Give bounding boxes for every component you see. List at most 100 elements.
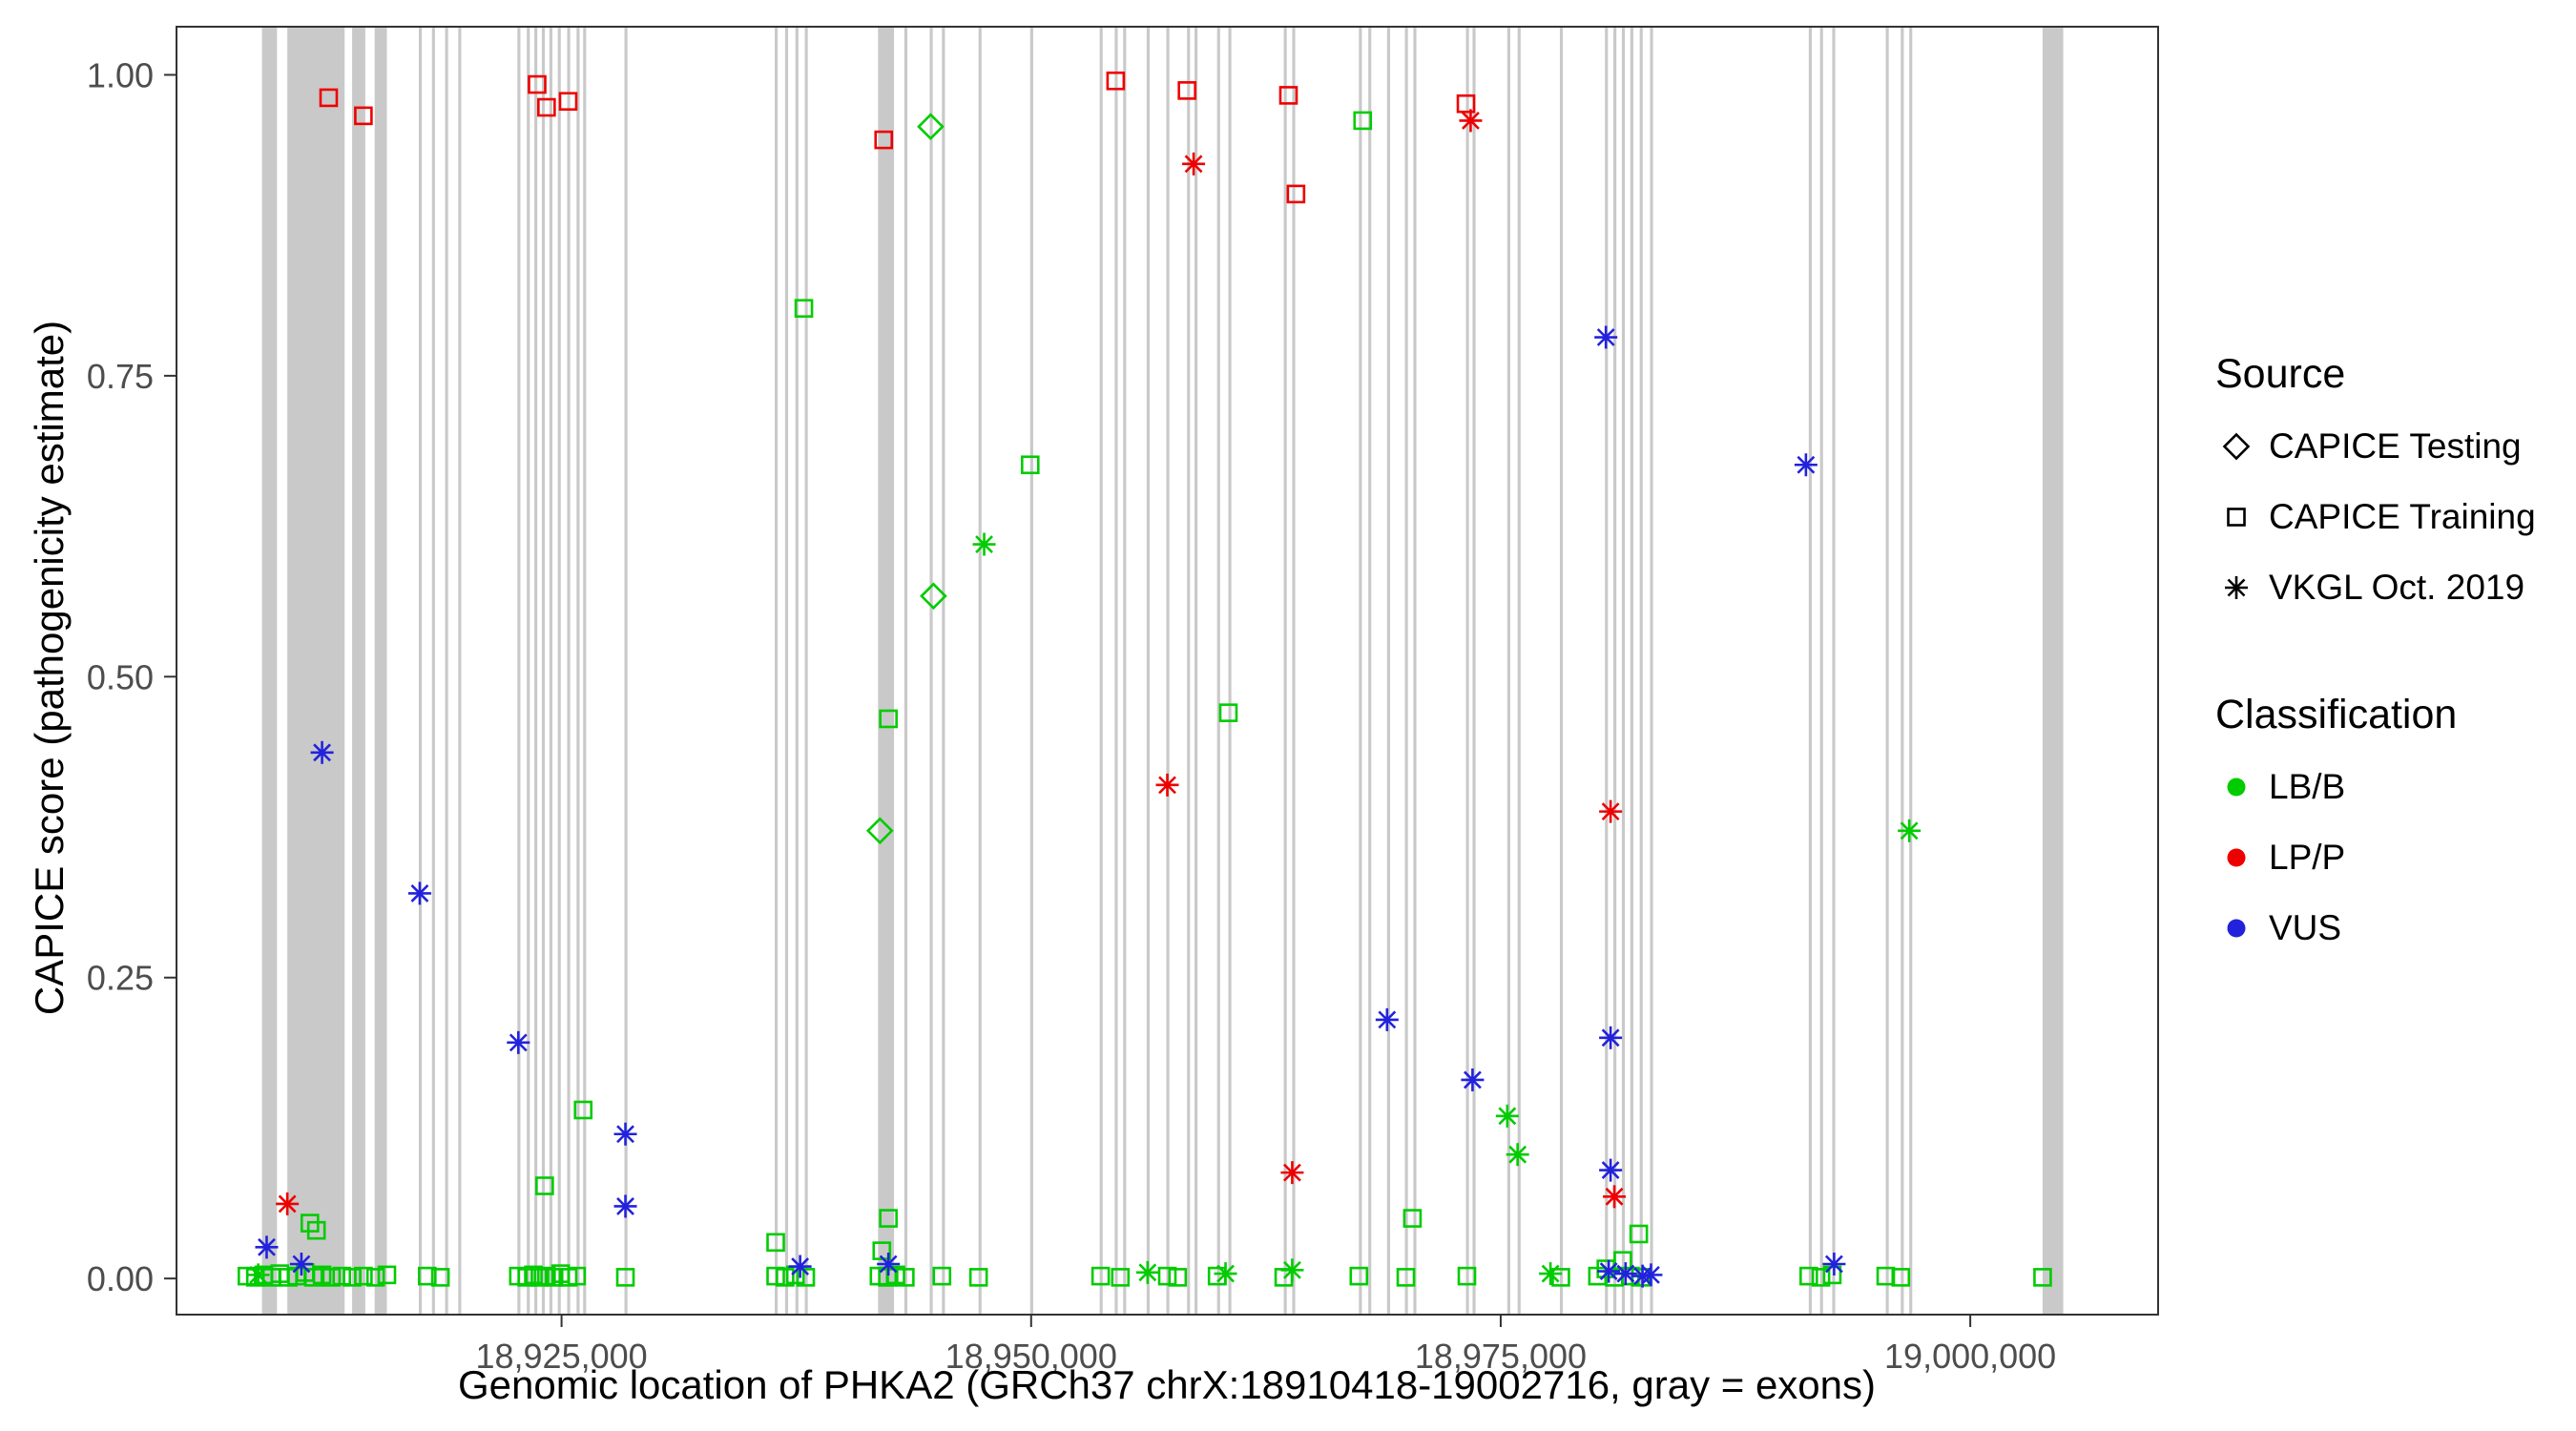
exon-bar <box>1216 27 1220 1315</box>
exon-bar <box>445 27 448 1315</box>
data-point <box>1353 111 1373 131</box>
legend-glyph <box>2227 848 2246 867</box>
legend-item-capice-testing: CAPICE Testing <box>2215 411 2536 482</box>
data-point <box>1457 1266 1477 1286</box>
data-point <box>1111 1268 1131 1287</box>
exon-bar <box>418 27 423 1315</box>
data-point <box>1539 1262 1563 1286</box>
legend-glyph <box>2225 576 2248 599</box>
exon-bar <box>1099 27 1103 1315</box>
data-point <box>1402 1209 1423 1228</box>
data-point <box>796 1268 816 1287</box>
data-point <box>354 106 373 126</box>
data-point <box>430 1268 450 1287</box>
exon-bar <box>1472 27 1476 1315</box>
data-point <box>1794 453 1818 477</box>
data-point <box>1218 703 1238 722</box>
exon-bar <box>795 27 799 1315</box>
data-point <box>573 1100 593 1120</box>
y-tick-label: 0.25 <box>87 959 154 998</box>
data-point <box>1506 1143 1529 1167</box>
data-point <box>1603 1185 1627 1209</box>
data-point <box>1168 1268 1188 1287</box>
data-point <box>255 1235 279 1259</box>
exon-bar <box>583 27 587 1315</box>
data-point <box>932 1266 952 1286</box>
data-point <box>874 130 894 150</box>
exon-bar <box>1605 27 1609 1315</box>
data-point <box>289 1253 313 1276</box>
exon-bar <box>1650 27 1653 1315</box>
asterisk-icon <box>2225 576 2248 599</box>
exon-bar <box>1228 27 1232 1315</box>
x-axis-title: Genomic location of PHKA2 (GRCh37 chrX:1… <box>457 1362 1877 1407</box>
data-point <box>896 1268 915 1287</box>
exon-bar <box>929 27 933 1315</box>
data-point <box>1349 1266 1369 1286</box>
data-point <box>613 1194 637 1218</box>
data-point <box>1599 799 1623 823</box>
exon-bar <box>527 27 530 1315</box>
exon-bar <box>549 27 552 1315</box>
legend-item-capice-training: CAPICE Training <box>2215 482 2536 552</box>
data-point <box>865 817 894 845</box>
exon-bar <box>1506 27 1510 1315</box>
data-point <box>1639 1263 1663 1287</box>
data-point <box>920 582 947 611</box>
data-point <box>1091 1266 1111 1286</box>
data-point <box>879 1209 898 1228</box>
exon-bar <box>374 27 387 1315</box>
data-point <box>766 1266 785 1286</box>
data-point <box>1106 71 1126 91</box>
data-point <box>1286 184 1306 204</box>
legend-glyph <box>2227 778 2246 797</box>
exon-bar <box>1639 27 1643 1315</box>
data-point <box>766 1233 785 1253</box>
data-point <box>558 92 578 112</box>
data-point <box>972 532 996 556</box>
exon-bar <box>1630 27 1633 1315</box>
data-point <box>1613 1262 1637 1286</box>
exon-bar <box>775 27 779 1315</box>
data-point <box>788 1255 812 1278</box>
data-point <box>312 1265 332 1285</box>
data-point <box>1495 1104 1519 1128</box>
exon-bar <box>1517 27 1521 1315</box>
exon-bar <box>261 27 278 1315</box>
exon-bar <box>1292 27 1296 1315</box>
data-point <box>613 1122 637 1146</box>
y-tick-label: 1.00 <box>87 55 154 94</box>
exon-bar <box>624 27 628 1315</box>
exon-bar <box>1283 27 1287 1315</box>
exon-bar <box>878 27 895 1315</box>
data-point <box>1280 1161 1304 1185</box>
data-point <box>1599 1158 1623 1182</box>
exon-bar <box>978 27 982 1315</box>
data-point <box>1182 152 1206 176</box>
legend-item-label: VKGL Oct. 2019 <box>2269 568 2525 607</box>
exon-bar <box>1386 27 1390 1315</box>
exon-bar <box>567 27 571 1315</box>
exon-bar <box>1885 27 1889 1315</box>
data-point <box>1278 86 1298 105</box>
exon-bar <box>576 27 580 1315</box>
red-dot-icon <box>2227 848 2246 867</box>
data-point <box>1214 1262 1237 1286</box>
legend-item-label: LP/P <box>2269 838 2346 877</box>
data-point <box>537 97 556 117</box>
exon-bar <box>804 27 808 1315</box>
data-point <box>877 1253 901 1276</box>
y-tick-label: 0.50 <box>87 657 154 696</box>
data-point <box>567 1266 587 1286</box>
data-point <box>246 1263 270 1287</box>
exon-bar <box>1621 27 1626 1315</box>
data-point <box>776 1268 795 1287</box>
exon-bar <box>2042 27 2064 1315</box>
data-point <box>1594 325 1618 349</box>
data-point <box>354 1266 373 1286</box>
data-point <box>1461 1068 1485 1091</box>
data-point <box>517 1268 536 1287</box>
data-point <box>1822 1253 1846 1276</box>
square-icon <box>2227 508 2246 527</box>
